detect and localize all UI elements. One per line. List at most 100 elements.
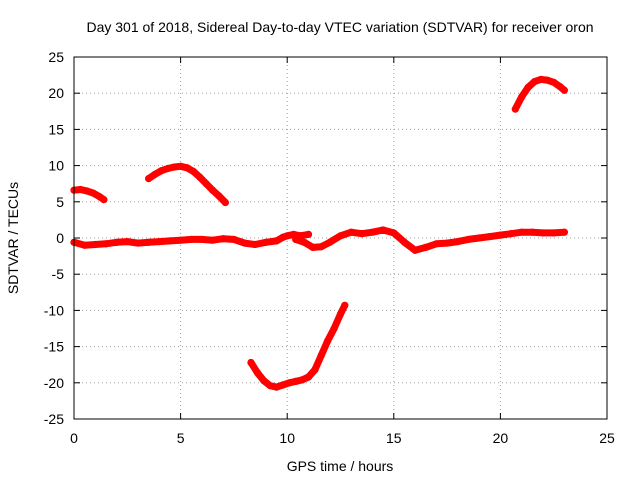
data-point — [155, 238, 163, 246]
x-tick-label: 15 — [386, 430, 402, 446]
data-point — [464, 235, 473, 244]
data-point — [196, 173, 204, 181]
data-point — [279, 381, 287, 389]
data-point — [164, 164, 172, 173]
data-point — [304, 373, 313, 381]
y-tick-label: -15 — [44, 339, 64, 355]
data-point — [251, 240, 259, 249]
data-point — [298, 376, 306, 384]
x-tick-label: 20 — [493, 430, 509, 446]
data-point — [528, 228, 536, 236]
data-point — [347, 228, 355, 236]
data-point — [317, 351, 325, 359]
data-point — [285, 379, 293, 387]
data-point — [272, 237, 281, 245]
data-point — [304, 230, 313, 238]
data-point — [550, 229, 558, 237]
data-point — [100, 196, 108, 204]
data-point — [247, 358, 255, 367]
data-point — [390, 229, 398, 237]
data-point — [486, 232, 494, 241]
data-point — [230, 235, 238, 244]
data-point — [518, 93, 526, 101]
data-point — [324, 337, 332, 345]
data-point — [341, 301, 349, 309]
data-point — [400, 238, 409, 246]
data-point — [145, 175, 153, 183]
data-point — [411, 246, 419, 254]
data-point — [311, 366, 319, 374]
data-point — [539, 229, 547, 237]
data-point — [219, 235, 227, 243]
ticks: 0 5 10 15 20 25 -25 -20 -15 -10 -5 0 5 10 15 20 25 — [44, 49, 615, 446]
data-point — [550, 78, 558, 86]
data-point — [336, 310, 345, 318]
data-point — [89, 189, 97, 197]
x-tick-label: 0 — [70, 430, 78, 446]
data-point — [272, 383, 281, 391]
y-axis-label: SDTVAR / TECUs — [5, 182, 21, 294]
data-point — [507, 230, 515, 238]
data-point — [260, 377, 268, 385]
y-tick-label: 0 — [56, 230, 64, 246]
data-point — [253, 369, 261, 377]
data-point — [454, 238, 462, 246]
x-axis-label: GPS time / hours — [287, 458, 394, 474]
data-point — [379, 226, 387, 234]
data-point — [221, 198, 229, 207]
data-point — [145, 238, 153, 246]
data-point — [83, 187, 91, 195]
data-point — [208, 186, 217, 194]
data-point — [475, 234, 483, 242]
data-point — [518, 228, 526, 236]
data-point — [524, 83, 532, 92]
x-tick-label: 10 — [279, 430, 295, 446]
data-point — [208, 236, 217, 244]
y-tick-label: -20 — [44, 375, 64, 391]
data-point — [81, 241, 89, 249]
data-point — [123, 238, 131, 246]
data-point — [368, 228, 377, 236]
data-point — [317, 243, 325, 251]
data-point — [198, 235, 206, 244]
y-tick-label: 25 — [48, 49, 64, 65]
data-point — [157, 167, 166, 175]
data-point — [300, 238, 308, 246]
data-point — [283, 232, 291, 240]
data-point — [292, 235, 300, 244]
chart-title: Day 301 of 2018, Sidereal Day-to-day VTE… — [86, 19, 593, 35]
data-point — [266, 382, 274, 390]
y-tick-label: 10 — [48, 158, 64, 174]
data-point — [309, 243, 317, 252]
data-point — [330, 324, 338, 333]
x-tick-label: 25 — [599, 430, 615, 446]
data-point — [177, 236, 185, 244]
y-tick-label: 5 — [56, 194, 64, 210]
y-tick-label: -5 — [52, 266, 65, 282]
x-tick-label: 5 — [177, 430, 185, 446]
data-point — [187, 235, 195, 244]
data-point — [358, 230, 366, 238]
data-point — [422, 243, 430, 252]
data-point — [151, 170, 159, 178]
data-point — [170, 163, 178, 171]
data-point — [177, 162, 185, 170]
data-point — [496, 231, 504, 239]
data-point — [134, 239, 142, 247]
data-point — [543, 76, 551, 84]
data-point — [292, 377, 300, 385]
data-point — [240, 239, 249, 247]
data-point — [511, 105, 519, 113]
data-point — [326, 238, 334, 246]
data-point — [91, 240, 99, 249]
data-series — [70, 75, 568, 391]
data-point — [560, 86, 568, 94]
data-point — [336, 232, 345, 240]
data-point — [560, 228, 568, 236]
data-point — [202, 180, 210, 188]
y-tick-label: -25 — [44, 411, 64, 427]
data-point — [189, 167, 197, 175]
data-point — [183, 164, 191, 172]
